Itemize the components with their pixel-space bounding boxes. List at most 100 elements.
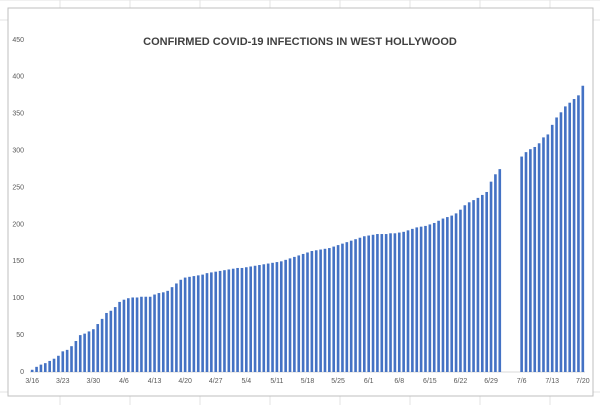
bar (424, 225, 427, 372)
bar (161, 292, 165, 372)
bar (87, 331, 91, 372)
bar (127, 298, 130, 372)
y-tick-label: 300 (12, 148, 24, 155)
x-tick-label: 5/25 (331, 378, 345, 385)
bar (43, 363, 47, 372)
bar (258, 265, 261, 372)
bar (314, 250, 318, 372)
bar (105, 312, 108, 372)
x-tick-label: 5/18 (301, 378, 315, 385)
bar (397, 232, 401, 372)
bar (555, 117, 558, 372)
bar (332, 246, 336, 372)
bar (310, 251, 314, 372)
bar (122, 299, 126, 372)
bar (188, 276, 191, 372)
bar (577, 95, 580, 372)
bar (262, 264, 266, 372)
bar (166, 290, 169, 372)
bar (376, 234, 379, 372)
bar (196, 275, 200, 372)
x-tick-label: 4/13 (148, 378, 162, 385)
bar (463, 205, 467, 372)
bar (349, 240, 353, 372)
bar (371, 234, 375, 372)
y-tick-label: 150 (12, 258, 24, 265)
x-tick-label: 6/29 (484, 378, 498, 385)
bar (533, 146, 537, 372)
bar (345, 242, 349, 372)
bar (341, 243, 344, 372)
bar (550, 124, 554, 372)
chart-title: CONFIRMED COVID-19 INFECTIONS IN WEST HO… (143, 36, 457, 48)
bar (92, 329, 95, 372)
bar (35, 366, 38, 372)
bar (301, 253, 305, 372)
bar (57, 355, 60, 372)
bar (78, 335, 82, 372)
bar (245, 267, 248, 372)
bar (231, 268, 235, 372)
y-tick-label: 100 (12, 295, 24, 302)
bar (411, 228, 414, 372)
x-tick-label: 3/16 (25, 378, 39, 385)
bar (389, 233, 392, 372)
bar (223, 270, 226, 372)
bar (419, 226, 423, 372)
bar (323, 248, 327, 372)
bar (529, 149, 532, 372)
bar (218, 270, 222, 372)
x-tick-label: 7/6 (517, 378, 527, 385)
x-tick-label: 6/22 (454, 378, 468, 385)
bar (118, 301, 121, 372)
bar (284, 259, 287, 372)
bar (520, 156, 523, 372)
bar (153, 294, 156, 372)
bar (454, 213, 458, 372)
bar (39, 364, 43, 372)
bar (476, 197, 480, 372)
bar (564, 106, 567, 373)
bar (240, 267, 244, 372)
bar (393, 233, 397, 372)
bar (406, 230, 410, 372)
y-tick-label: 50 (16, 332, 24, 339)
bar (48, 360, 51, 372)
y-tick-label: 450 (12, 37, 24, 44)
bar (485, 191, 488, 372)
bar (275, 262, 279, 372)
bar (266, 263, 270, 372)
bar (52, 358, 56, 372)
bar (336, 245, 340, 372)
bar (65, 349, 69, 372)
bar (480, 194, 484, 372)
chart-area (7, 7, 594, 397)
bar (537, 143, 541, 372)
bar (140, 296, 143, 372)
bar (581, 85, 585, 373)
x-tick-label: 4/27 (209, 378, 223, 385)
bar (437, 220, 440, 372)
bar (170, 287, 174, 372)
x-tick-label: 4/20 (178, 378, 192, 385)
bar (293, 256, 296, 372)
x-tick-label: 3/23 (56, 378, 70, 385)
y-tick-label: 350 (12, 111, 24, 118)
bar (279, 261, 283, 372)
bar (489, 181, 493, 372)
bar (100, 318, 104, 372)
bar (384, 234, 388, 372)
y-tick-label: 200 (12, 221, 24, 228)
x-tick-label: 6/8 (394, 378, 404, 385)
bar (459, 209, 462, 372)
bar (74, 341, 78, 372)
bar (109, 310, 113, 372)
bar (319, 249, 322, 372)
bar (135, 297, 139, 372)
bar (428, 224, 432, 372)
bar (288, 258, 292, 372)
bar (113, 307, 117, 372)
bar (144, 296, 148, 372)
bar (148, 296, 152, 372)
bar (253, 265, 257, 372)
